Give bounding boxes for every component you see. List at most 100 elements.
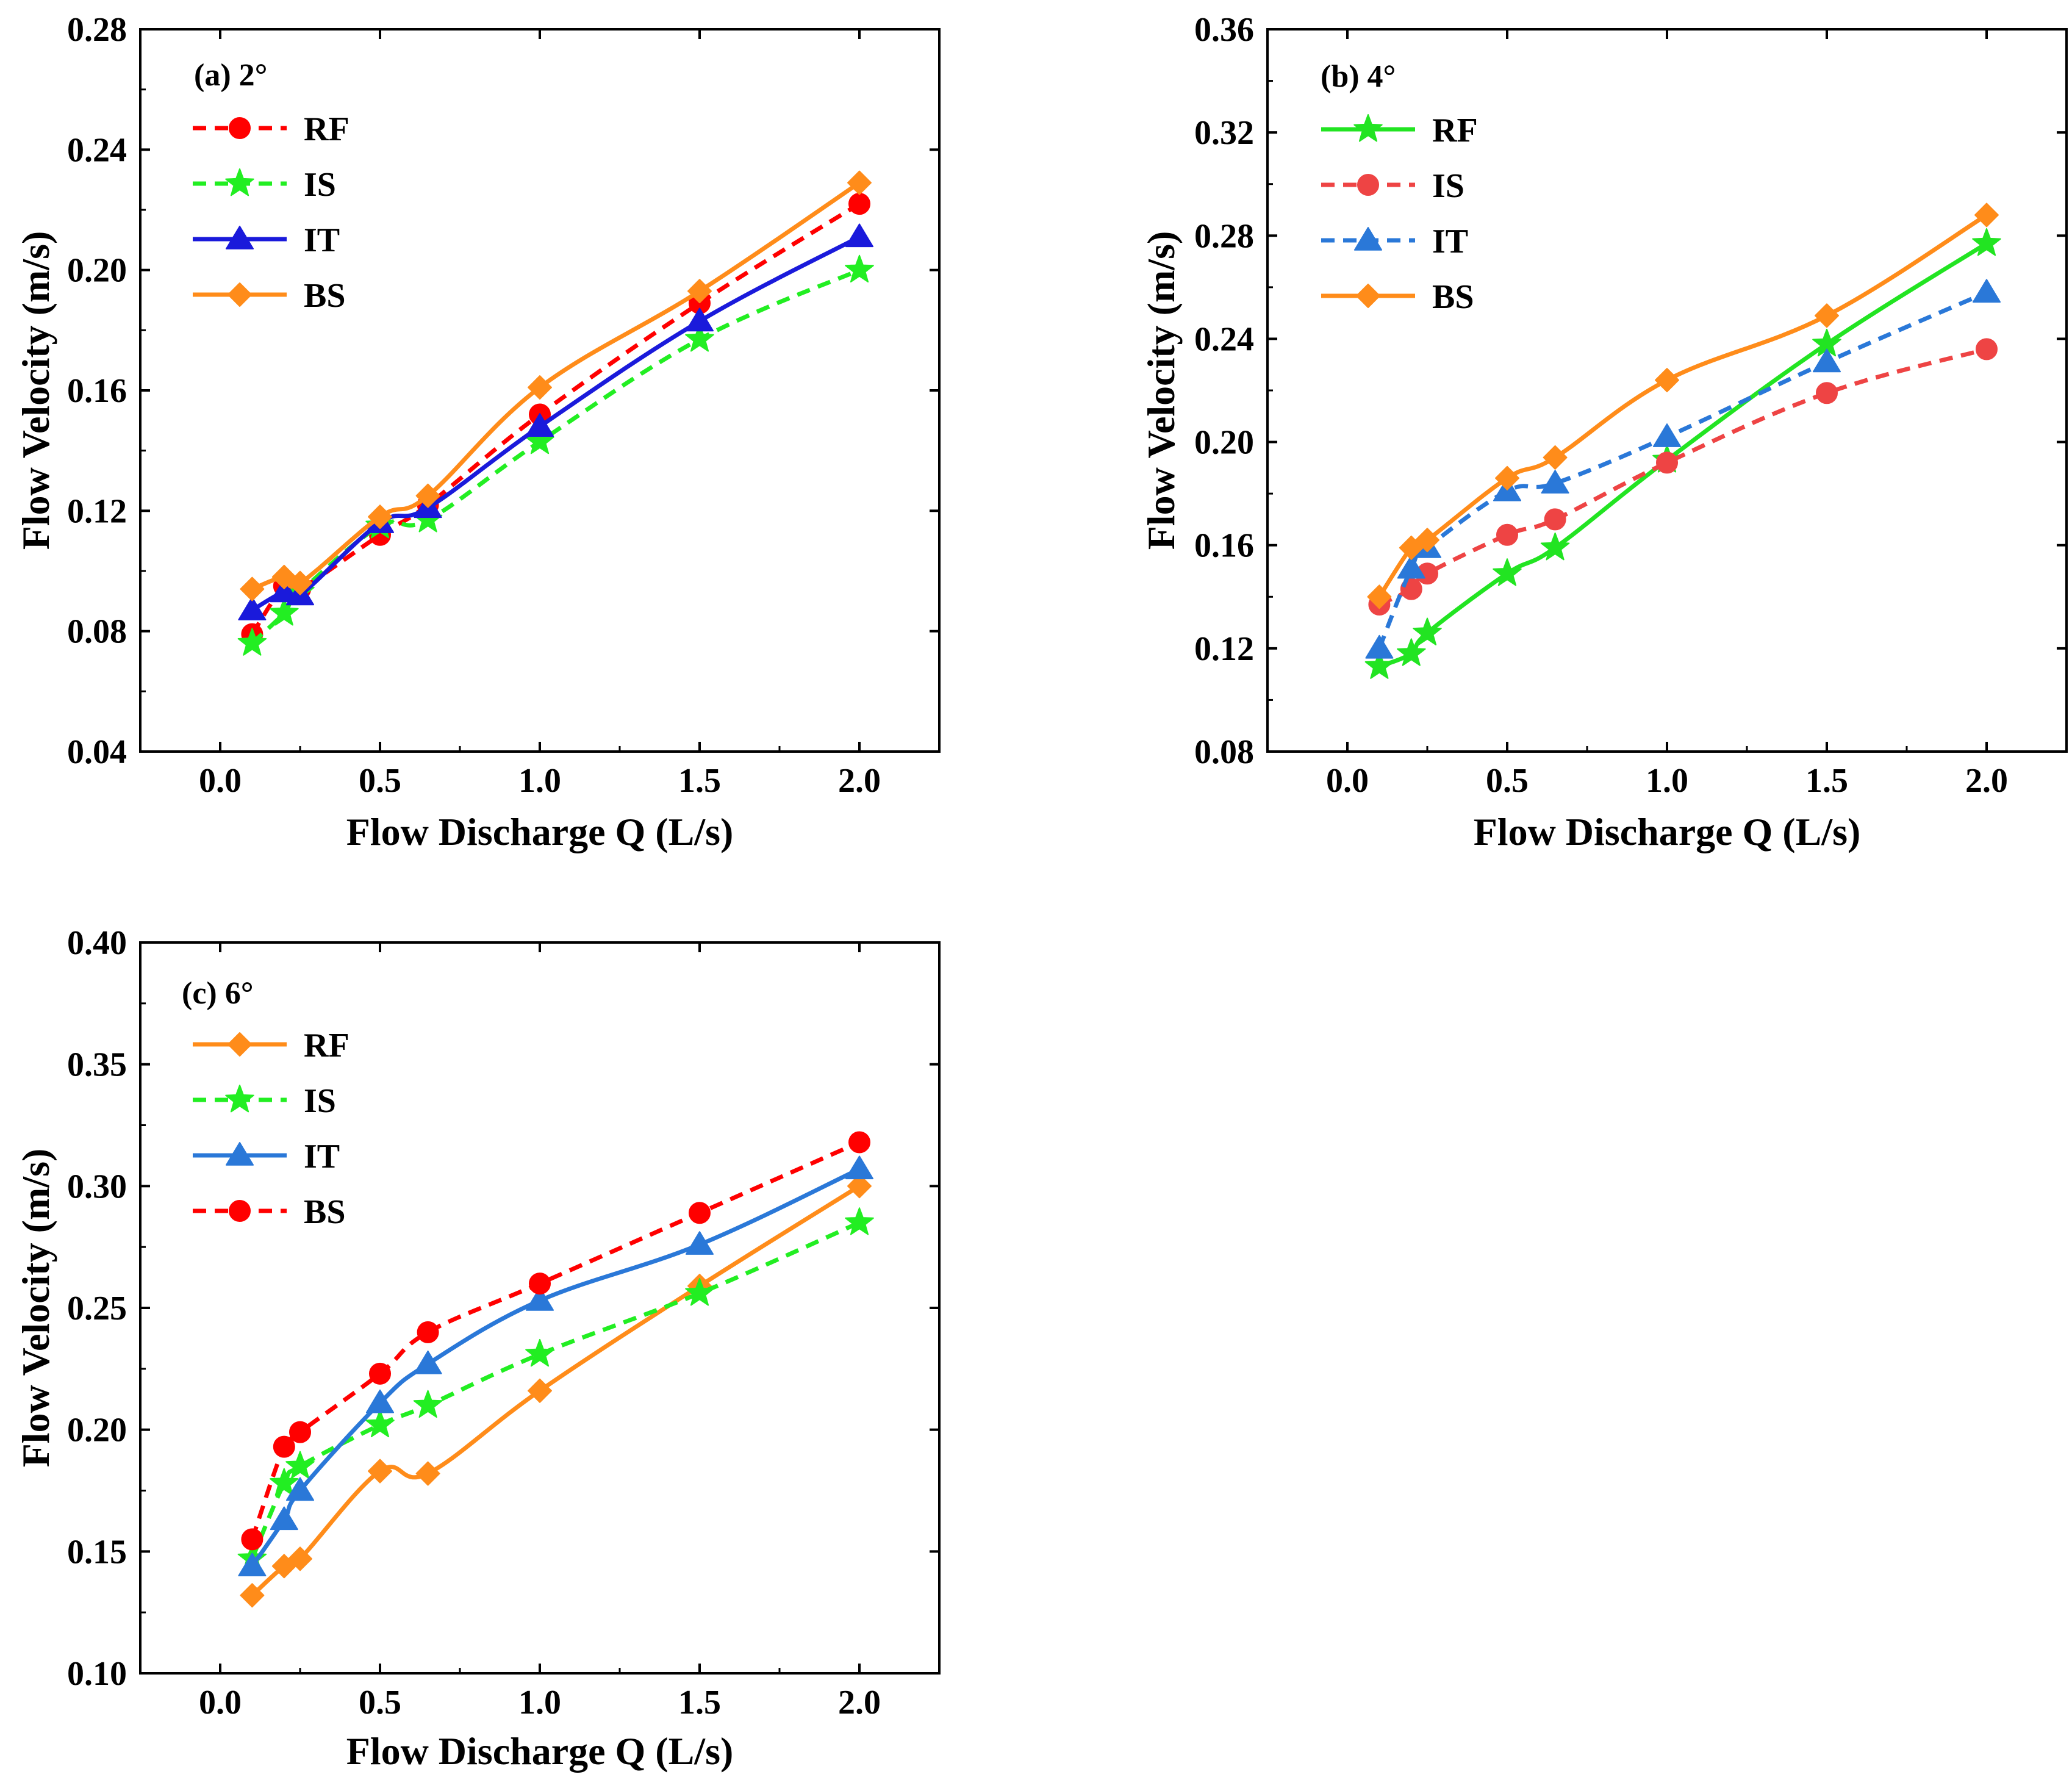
series-is	[237, 254, 874, 656]
legend-entry-rf: RF	[193, 1027, 350, 1064]
data-point-is	[1656, 451, 1678, 474]
data-point-bs	[1543, 445, 1568, 470]
legend-entry-rf: RF	[1321, 112, 1478, 149]
chart-panel-c: 0.0 0.5 1.0 1.5 2.0 0.10 0.15 0.20 0.25 0.30 0.35 0…	[14, 924, 941, 1773]
data-point-it	[525, 413, 554, 437]
legend-label: IS	[304, 166, 336, 204]
data-point-bs	[847, 170, 872, 195]
legend-marker-rf	[229, 117, 251, 139]
data-point-bs	[1655, 368, 1679, 393]
legend-marker-bs	[1356, 284, 1380, 308]
y-tick-label: 0.30	[67, 1168, 127, 1205]
x-tick-label: 1.0	[518, 1684, 561, 1721]
x-tick-label: 0.0	[199, 1684, 242, 1721]
y-tick-label: 0.10	[67, 1655, 127, 1693]
data-point-rf	[1493, 558, 1522, 586]
x-axis-title: Flow Discharge Q (L/s)	[346, 810, 734, 853]
data-point-it	[845, 223, 874, 248]
series-line-rf	[250, 202, 861, 636]
data-point-rf	[240, 1583, 265, 1608]
data-point-rf	[1413, 617, 1442, 645]
data-point-rf	[1972, 228, 2001, 256]
x-tick-label: 0.0	[199, 762, 242, 800]
data-point-it	[270, 578, 298, 603]
chart-panel-b: 0.0 0.5 1.0 1.5 2.0 0.08 0.12 0.16 0.20 0.24 0.28 0…	[1139, 11, 2068, 853]
data-point-bs	[273, 1435, 295, 1458]
x-tick-label: 2.0	[838, 1684, 881, 1721]
series-bs	[240, 170, 872, 601]
y-tick-label: 0.15	[67, 1533, 127, 1571]
legend-label: IT	[1432, 223, 1468, 260]
legend-marker-it	[1353, 227, 1383, 251]
y-tick-label: 0.12	[67, 492, 127, 530]
legend-marker-it	[225, 1142, 254, 1166]
legend-label: IT	[304, 221, 340, 259]
data-point-bs	[368, 504, 392, 530]
data-point-rf	[848, 193, 870, 215]
legend-marker-is	[225, 168, 254, 196]
data-point-is	[365, 1409, 395, 1438]
legend-entry-is: IS	[193, 1082, 336, 1120]
data-point-bs	[1495, 465, 1519, 490]
y-tick-label: 0.24	[67, 131, 127, 169]
x-tick-label: 0.0	[1326, 762, 1369, 800]
data-point-is	[845, 1207, 874, 1235]
data-point-bs	[369, 1362, 391, 1385]
series-line-bs	[1377, 213, 1988, 598]
series-line-rf	[251, 1184, 861, 1597]
legend-entry-it: IT	[193, 1138, 340, 1176]
data-point-it	[1541, 470, 1569, 494]
y-axis-title: Flow Velocity (m/s)	[14, 1149, 57, 1468]
series-bs	[1367, 203, 1999, 609]
y-tick-label: 0.28	[1194, 217, 1254, 255]
y-axis-title: Flow Velocity (m/s)	[14, 231, 57, 550]
legend-marker-rf	[1353, 114, 1383, 142]
legend-marker-is	[225, 1085, 254, 1113]
data-point-it	[1812, 348, 1841, 373]
x-tick-label: 1.5	[1805, 762, 1848, 800]
data-point-bs	[529, 1273, 551, 1295]
data-point-it	[238, 597, 267, 620]
x-axis-title: Flow Discharge Q (L/s)	[346, 1729, 734, 1773]
legend-marker-it	[225, 226, 254, 249]
legend-label: IT	[304, 1138, 340, 1176]
x-tick-label: 1.0	[1646, 762, 1688, 800]
legend-entry-bs: BS	[193, 1193, 346, 1231]
y-tick-label: 0.20	[1194, 424, 1254, 462]
panel-label: (a) 2°	[194, 58, 267, 93]
legend-label: RF	[304, 110, 350, 148]
data-point-rf	[528, 1378, 552, 1403]
legend-label: IS	[304, 1082, 336, 1120]
series-is	[1368, 338, 1998, 616]
data-point-is	[1544, 508, 1566, 531]
series-rf	[240, 1174, 872, 1608]
data-point-is	[237, 628, 267, 656]
data-point-is	[525, 426, 554, 454]
data-point-bs	[1415, 528, 1439, 553]
series-line-is	[1378, 346, 1987, 607]
legend-label: BS	[304, 1193, 346, 1231]
legend-label: RF	[1432, 112, 1478, 149]
y-tick-label: 0.28	[67, 11, 127, 49]
data-point-bs	[417, 1321, 439, 1343]
series-line-is	[250, 268, 861, 645]
series-rf	[241, 193, 870, 645]
x-tick-label: 0.5	[359, 762, 401, 800]
legend-marker-bs	[229, 1200, 251, 1222]
y-tick-label: 0.32	[1194, 114, 1254, 152]
data-point-is	[1816, 382, 1838, 404]
legend-label: BS	[304, 277, 346, 315]
series-bs	[241, 1131, 870, 1551]
y-tick-label: 0.08	[1194, 733, 1254, 771]
y-tick-label: 0.16	[67, 372, 127, 410]
data-point-is	[845, 254, 874, 283]
series-it	[1365, 279, 2001, 659]
data-point-bs	[415, 483, 440, 508]
data-point-it	[1972, 279, 2001, 303]
data-point-is	[270, 598, 299, 626]
data-point-it	[1397, 555, 1425, 579]
data-point-bs	[289, 1421, 311, 1443]
legend-entry-it: IT	[1321, 223, 1468, 260]
data-point-bs	[528, 375, 552, 400]
data-point-rf	[1540, 532, 1570, 561]
